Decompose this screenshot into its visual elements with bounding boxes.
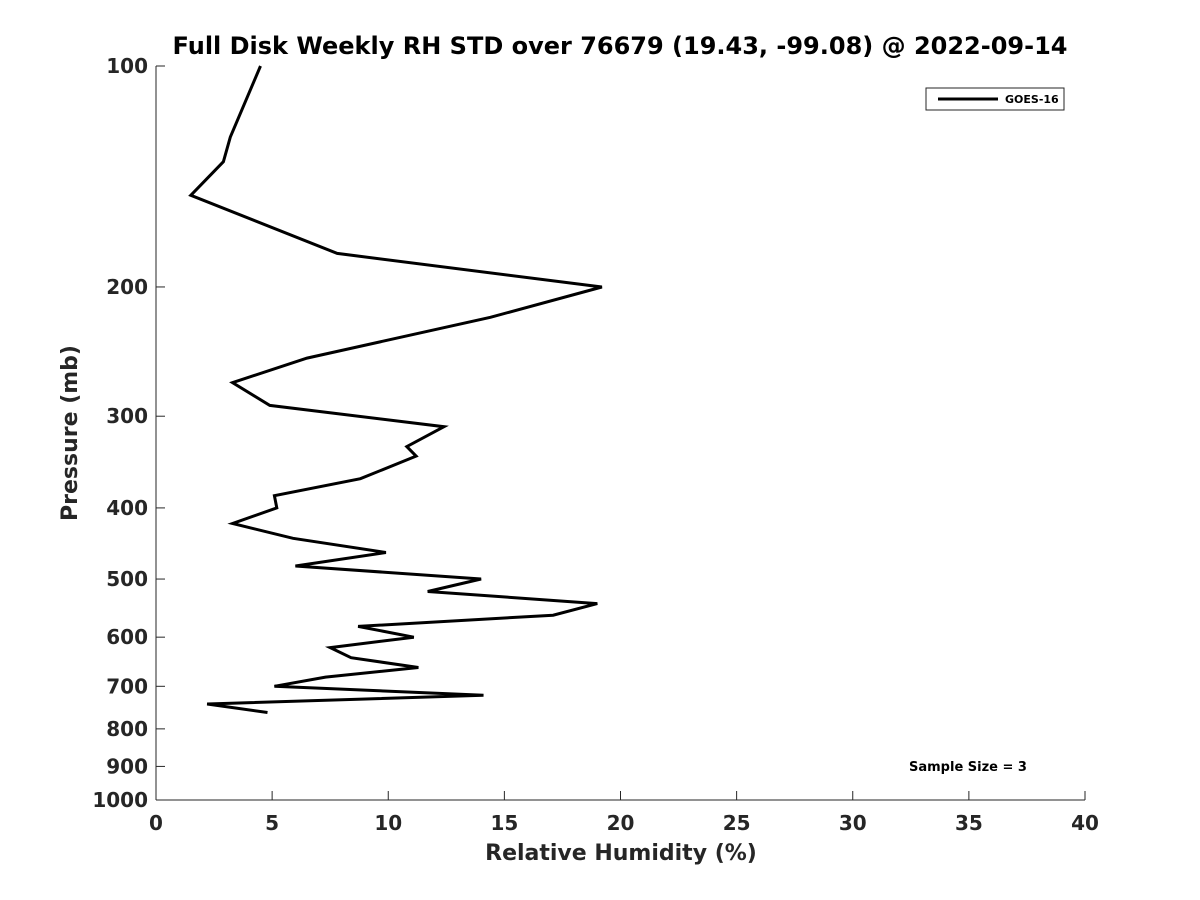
data-point: [267, 712, 268, 713]
legend: GOES-16: [925, 87, 1065, 111]
y-tick-label: 700: [106, 674, 148, 698]
data-point: [418, 667, 419, 668]
series-line-goes-16: [188, 65, 603, 714]
x-tick-label: 15: [490, 811, 518, 835]
sample-size-annotation: Sample Size = 3: [909, 760, 1027, 775]
data-point: [337, 253, 338, 254]
data-point: [443, 426, 444, 427]
y-tick-label: 900: [106, 754, 148, 778]
data-point: [232, 382, 233, 383]
data-point: [413, 637, 414, 638]
y-tick-label: 500: [106, 567, 148, 591]
y-tick-label: 200: [106, 275, 148, 299]
data-point: [293, 538, 294, 539]
y-axis-label: Pressure (mb): [58, 345, 83, 521]
plot-area: [188, 65, 603, 714]
x-tick-label: 30: [839, 811, 867, 835]
x-tick-label: 40: [1071, 811, 1099, 835]
data-point: [223, 161, 224, 162]
data-point: [553, 615, 554, 616]
data-point: [351, 657, 352, 658]
data-point: [260, 66, 261, 67]
y-tick-label: 400: [106, 496, 148, 520]
y-tick-label: 600: [106, 625, 148, 649]
x-tick-label: 10: [374, 811, 402, 835]
legend-label-goes-16: GOES-16: [1005, 93, 1059, 106]
data-point: [274, 686, 275, 687]
data-point: [427, 591, 428, 592]
data-point: [190, 195, 191, 196]
data-point: [385, 552, 386, 553]
data-point: [276, 507, 277, 508]
data-point: [306, 358, 307, 359]
data-point: [207, 704, 208, 705]
data-point: [274, 495, 275, 496]
data-point: [406, 446, 407, 447]
data-point: [269, 405, 270, 406]
y-tick-label: 1000: [92, 788, 148, 812]
data-point: [601, 286, 602, 287]
data-point: [490, 317, 491, 318]
data-point: [358, 626, 359, 627]
x-tick-label: 35: [955, 811, 983, 835]
x-tick-label: 25: [723, 811, 751, 835]
data-point: [325, 677, 326, 678]
chart-title: Full Disk Weekly RH STD over 76679 (19.4…: [173, 32, 1068, 60]
axes: 0 5 10 15 20 25 30 35 40 100 200 300 400 500 600 700 800…: [92, 54, 1099, 835]
data-point: [295, 566, 296, 567]
data-point: [416, 456, 417, 457]
x-axis-label: Relative Humidity (%): [485, 841, 757, 866]
x-tick-label: 5: [265, 811, 279, 835]
data-point: [230, 137, 231, 138]
data-point: [232, 523, 233, 524]
data-point: [360, 478, 361, 479]
x-tick-label: 0: [149, 811, 163, 835]
data-point: [481, 579, 482, 580]
data-point: [330, 647, 331, 648]
x-tick-label: 20: [607, 811, 635, 835]
y-tick-label: 100: [106, 54, 148, 78]
y-tick-label: 800: [106, 717, 148, 741]
y-tick-label: 300: [106, 404, 148, 428]
data-point: [483, 695, 484, 696]
data-point: [597, 603, 598, 604]
